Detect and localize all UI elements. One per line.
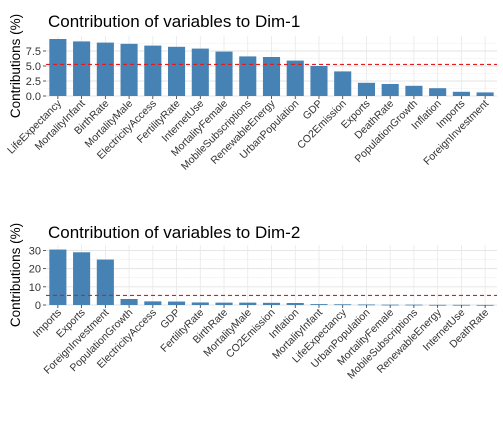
bar-Imports [452, 91, 470, 96]
bar-FertilityRate [168, 46, 186, 96]
bar-PopulationGrowth [120, 299, 138, 305]
bar-PopulationGrowth [405, 85, 423, 96]
bar-LifeExpectancy [334, 304, 352, 306]
bar-Inflation [429, 88, 447, 96]
bar-CO2Emission [262, 302, 281, 305]
bar-MortalityInfant [73, 41, 91, 96]
bar-CO2Emission [334, 71, 352, 96]
bar-MortalityMale [120, 43, 138, 96]
bar-ForeignInvestment [96, 259, 114, 305]
chart-dim1: 0.02.55.07.5LifeExpectancyMortalityInfan… [5, 12, 497, 173]
bar-MortalityInfant [310, 304, 328, 305]
bar-BirthRate [96, 42, 114, 96]
bar-GDP [168, 301, 186, 305]
bar-Inflation [286, 303, 304, 305]
bar-ElectricityAccess [144, 301, 162, 305]
y-tick-label: 20 [29, 264, 41, 276]
y-tick-label: 7.5 [26, 46, 41, 58]
y-axis-label: Contributions (%) [8, 223, 23, 327]
bar-RenewableEnergy [262, 57, 281, 96]
bar-LifeExpectancy [49, 39, 67, 96]
chart-title: Contribution of variables to Dim-2 [48, 223, 300, 242]
y-tick-label: 0.0 [26, 91, 41, 103]
bar-ForeignInvestment [476, 92, 494, 96]
bar-DeathRate [381, 84, 399, 96]
bar-Exports [357, 82, 375, 96]
chart-title: Contribution of variables to Dim-1 [48, 12, 300, 31]
bar-UrbanPopulation [286, 60, 304, 96]
bar-GDP [310, 66, 328, 96]
y-tick-label: 2.5 [26, 76, 41, 88]
y-axis-label: Contributions (%) [8, 14, 23, 118]
y-tick-label: 5.0 [26, 61, 41, 73]
bar-MortalityFemale [215, 51, 233, 96]
bar-BirthRate [215, 302, 233, 305]
chart-dim2: 0102030ImportsExportsForeignInvestmentPo… [8, 223, 497, 382]
bar-FertilityRate [191, 302, 209, 305]
y-tick-label: 10 [29, 282, 41, 294]
bar-MobileSubscriptions [239, 56, 257, 96]
bar-MortalityMale [239, 302, 257, 305]
y-tick-label: 30 [29, 245, 41, 257]
bar-InternetUse [191, 48, 209, 96]
bar-ElectricityAccess [144, 45, 162, 96]
y-tick-label: 0 [35, 300, 41, 312]
bar-UrbanPopulation [357, 304, 375, 306]
bar-Imports [49, 249, 67, 305]
bar-Exports [73, 252, 91, 305]
